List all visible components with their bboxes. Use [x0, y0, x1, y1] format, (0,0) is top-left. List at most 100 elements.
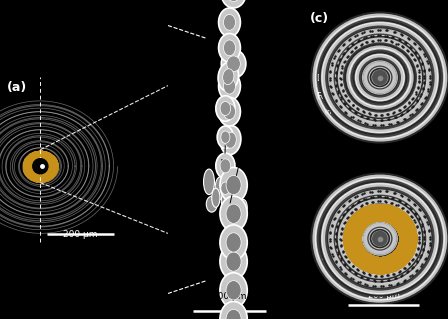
Ellipse shape [220, 159, 231, 173]
Ellipse shape [221, 182, 230, 194]
Ellipse shape [224, 78, 236, 94]
Text: 200 μm: 200 μm [367, 291, 400, 300]
Ellipse shape [355, 215, 405, 263]
Ellipse shape [359, 219, 401, 259]
Ellipse shape [206, 196, 217, 212]
Ellipse shape [220, 167, 247, 203]
Ellipse shape [353, 51, 407, 104]
Ellipse shape [357, 217, 403, 261]
Ellipse shape [226, 204, 241, 223]
Ellipse shape [220, 225, 247, 260]
Ellipse shape [361, 59, 399, 96]
Ellipse shape [344, 43, 416, 112]
Circle shape [33, 159, 48, 174]
Ellipse shape [317, 179, 443, 299]
Text: 200 μm: 200 μm [63, 230, 98, 239]
Ellipse shape [239, 199, 247, 215]
Ellipse shape [226, 281, 241, 300]
Text: Fc: Fc [316, 92, 326, 101]
Ellipse shape [319, 181, 441, 297]
Ellipse shape [220, 101, 231, 115]
Circle shape [373, 232, 387, 246]
Ellipse shape [363, 62, 397, 93]
Text: Fc: Fc [220, 145, 229, 168]
Ellipse shape [340, 201, 420, 277]
Ellipse shape [220, 244, 247, 279]
Ellipse shape [317, 18, 443, 137]
Ellipse shape [355, 54, 405, 101]
Ellipse shape [224, 104, 236, 120]
Ellipse shape [219, 72, 241, 100]
Ellipse shape [327, 189, 433, 289]
Ellipse shape [367, 65, 392, 90]
Ellipse shape [350, 211, 409, 267]
Ellipse shape [338, 198, 422, 279]
Ellipse shape [313, 13, 448, 142]
Ellipse shape [346, 207, 414, 271]
Ellipse shape [365, 63, 395, 92]
Ellipse shape [378, 76, 382, 79]
Ellipse shape [220, 273, 247, 308]
Ellipse shape [327, 27, 433, 128]
Ellipse shape [221, 0, 246, 8]
Ellipse shape [323, 185, 437, 293]
Circle shape [373, 70, 387, 85]
Ellipse shape [216, 96, 235, 121]
Ellipse shape [217, 177, 233, 199]
Ellipse shape [218, 62, 238, 91]
Ellipse shape [223, 69, 234, 85]
Ellipse shape [353, 212, 407, 265]
Ellipse shape [216, 153, 235, 179]
Ellipse shape [226, 233, 241, 252]
Ellipse shape [332, 193, 428, 285]
Ellipse shape [375, 73, 384, 82]
Ellipse shape [361, 220, 399, 257]
Ellipse shape [220, 126, 241, 155]
Ellipse shape [314, 176, 445, 301]
Ellipse shape [342, 41, 418, 114]
Ellipse shape [348, 48, 412, 108]
Ellipse shape [225, 196, 234, 212]
Ellipse shape [350, 49, 409, 106]
Ellipse shape [375, 234, 384, 243]
Circle shape [232, 188, 241, 207]
Ellipse shape [227, 0, 240, 2]
Text: 200 μm: 200 μm [212, 293, 247, 301]
Ellipse shape [310, 173, 448, 305]
Ellipse shape [220, 301, 247, 319]
Ellipse shape [371, 70, 388, 85]
Ellipse shape [325, 26, 435, 130]
Text: (b): (b) [175, 10, 195, 23]
Ellipse shape [313, 174, 448, 303]
Ellipse shape [225, 132, 236, 148]
Ellipse shape [321, 21, 439, 134]
Ellipse shape [227, 56, 240, 72]
Circle shape [225, 174, 234, 196]
Ellipse shape [220, 196, 247, 231]
Circle shape [203, 169, 215, 195]
Ellipse shape [374, 71, 386, 84]
Text: Dl: Dl [316, 74, 325, 84]
Ellipse shape [363, 223, 397, 255]
Text: Dl: Dl [261, 162, 270, 171]
Ellipse shape [348, 209, 412, 269]
Circle shape [221, 191, 229, 211]
Ellipse shape [357, 56, 403, 100]
Ellipse shape [224, 14, 236, 30]
Ellipse shape [224, 40, 236, 56]
Text: Ss: Ss [230, 79, 263, 203]
Ellipse shape [323, 24, 437, 131]
Ellipse shape [226, 175, 241, 195]
Ellipse shape [219, 97, 241, 126]
Ellipse shape [333, 195, 426, 283]
Ellipse shape [319, 19, 441, 136]
Ellipse shape [374, 233, 386, 245]
Ellipse shape [367, 226, 392, 251]
Ellipse shape [329, 29, 431, 126]
Ellipse shape [329, 190, 431, 287]
Ellipse shape [340, 40, 420, 115]
Ellipse shape [336, 197, 424, 281]
Ellipse shape [219, 8, 241, 37]
Ellipse shape [221, 49, 246, 78]
Circle shape [215, 177, 225, 199]
